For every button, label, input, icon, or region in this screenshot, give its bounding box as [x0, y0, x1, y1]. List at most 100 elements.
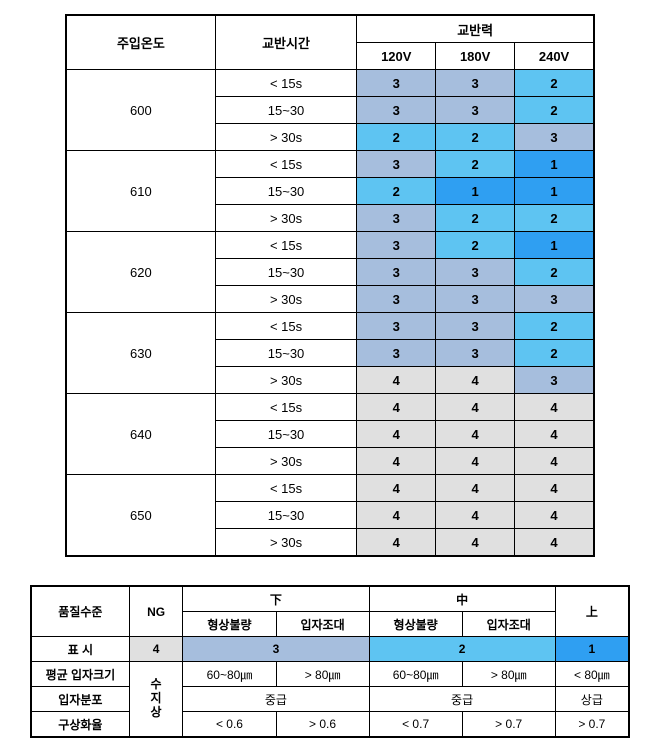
time-cell: < 15s — [215, 475, 357, 502]
value-cell: 4 — [515, 475, 594, 502]
header-temp-label: 주입온도 — [117, 36, 165, 51]
legend-shape-defect-2: 형상불량 — [369, 612, 462, 637]
header-240v: 240V — [515, 43, 594, 70]
value-cell: 4 — [357, 448, 436, 475]
value-cell: 4 — [436, 367, 515, 394]
legend-grain-d: > 80㎛ — [462, 662, 555, 687]
legend-avg-grain-label: 평균 입자크기 — [46, 668, 116, 682]
legend-ng-label: NG — [147, 605, 165, 619]
time-cell: > 30s — [215, 529, 357, 557]
value-cell: 3 — [436, 259, 515, 286]
value-cell: 3 — [357, 286, 436, 313]
value-cell: 2 — [515, 205, 594, 232]
value-cell: 2 — [515, 259, 594, 286]
time-cell: > 30s — [215, 124, 357, 151]
value-cell: 4 — [436, 502, 515, 529]
legend-mark-1: 1 — [555, 637, 629, 662]
temp-cell: 640 — [66, 394, 215, 475]
legend-mark-4-label: 4 — [153, 642, 160, 656]
value-cell: 4 — [515, 502, 594, 529]
header-power: 교반력 — [357, 15, 594, 43]
header-time-label: 교반시간 — [262, 36, 310, 51]
time-cell: 15~30 — [215, 502, 357, 529]
value-cell: 4 — [436, 475, 515, 502]
value-cell: 3 — [515, 124, 594, 151]
value-cell: 4 — [515, 421, 594, 448]
legend-mark-2-label: 2 — [459, 642, 466, 656]
d-m1: 중급 — [265, 693, 287, 707]
value-cell: 3 — [357, 259, 436, 286]
value-cell: 4 — [515, 529, 594, 557]
time-cell: 15~30 — [215, 259, 357, 286]
legend-sph-label: 구상화율 — [58, 718, 102, 732]
value-cell: 3 — [436, 286, 515, 313]
s-b: > 0.6 — [309, 717, 336, 731]
s-e: > 0.7 — [578, 717, 605, 731]
value-cell: 4 — [436, 529, 515, 557]
legend-dist-mid-2: 중급 — [369, 687, 555, 712]
value-cell: 4 — [515, 394, 594, 421]
time-cell: > 30s — [215, 448, 357, 475]
header-120v: 120V — [357, 43, 436, 70]
time-cell: < 15s — [215, 151, 357, 178]
legend-grain-dist: 입자분포 — [31, 687, 129, 712]
value-cell: 4 — [436, 394, 515, 421]
legend-shape-1-label: 형상불량 — [207, 618, 251, 632]
legend-grain-a: 60~80㎛ — [183, 662, 276, 687]
legend-mark-3-label: 3 — [273, 642, 280, 656]
d-m2: 중급 — [451, 693, 473, 707]
value-cell: 3 — [357, 205, 436, 232]
header-power-label: 교반력 — [457, 23, 493, 38]
g-a: 60~80㎛ — [207, 668, 253, 682]
legend-spheroidicity: 구상화율 — [31, 712, 129, 738]
value-cell: 3 — [436, 340, 515, 367]
value-cell: 3 — [357, 151, 436, 178]
legend-quality: 품질수준 — [31, 586, 129, 637]
legend-shape-2-label: 형상불량 — [394, 618, 438, 632]
s-a: < 0.6 — [216, 717, 243, 731]
header-time: 교반시간 — [215, 15, 357, 70]
legend-sph-e: > 0.7 — [555, 712, 629, 738]
value-cell: 2 — [515, 340, 594, 367]
legend-display-label: 표 시 — [68, 643, 93, 657]
g-d: > 80㎛ — [491, 668, 527, 682]
value-cell: 4 — [357, 421, 436, 448]
value-cell: 4 — [515, 448, 594, 475]
legend-grain-coarse-1: 입자조대 — [276, 612, 369, 637]
legend-sph-d: > 0.7 — [462, 712, 555, 738]
time-cell: < 15s — [215, 313, 357, 340]
legend-mark-3: 3 — [183, 637, 369, 662]
value-cell: 1 — [515, 178, 594, 205]
value-cell: 3 — [357, 97, 436, 124]
legend-dist-high: 상급 — [555, 687, 629, 712]
value-cell: 3 — [515, 367, 594, 394]
value-cell: 4 — [357, 394, 436, 421]
legend-dist-mid-1: 중급 — [183, 687, 369, 712]
legend-mid: 中 — [369, 586, 555, 612]
value-cell: 3 — [436, 313, 515, 340]
legend-mid-label: 中 — [456, 593, 468, 607]
value-cell: 3 — [357, 340, 436, 367]
value-cell: 3 — [357, 313, 436, 340]
legend-table: 품질수준 NG 下 中 上 형상불량 입자조대 형상불량 입자조대 표 시 4 … — [30, 585, 630, 738]
legend-grain-e: < 80㎛ — [555, 662, 629, 687]
legend-grain-b: > 80㎛ — [276, 662, 369, 687]
value-cell: 3 — [436, 97, 515, 124]
legend-high-label: 上 — [586, 605, 598, 619]
header-240v-label: 240V — [539, 49, 569, 64]
legend-display: 표 시 — [31, 637, 129, 662]
heatmap-table: 주입온도 교반시간 교반력 120V 180V 240V 600< 15s332… — [65, 14, 595, 557]
temp-cell: 630 — [66, 313, 215, 394]
legend-mark-4: 4 — [129, 637, 183, 662]
legend-grain-c: 60~80㎛ — [369, 662, 462, 687]
legend-vertical-label: 수지상 — [130, 678, 183, 719]
temp-cell: 650 — [66, 475, 215, 557]
value-cell: 3 — [357, 232, 436, 259]
value-cell: 2 — [436, 151, 515, 178]
legend-grain-coarse-2: 입자조대 — [462, 612, 555, 637]
value-cell: 2 — [515, 313, 594, 340]
legend-low-label: 下 — [270, 593, 282, 607]
value-cell: 4 — [357, 529, 436, 557]
legend-mark-2: 2 — [369, 637, 555, 662]
legend-low: 下 — [183, 586, 369, 612]
